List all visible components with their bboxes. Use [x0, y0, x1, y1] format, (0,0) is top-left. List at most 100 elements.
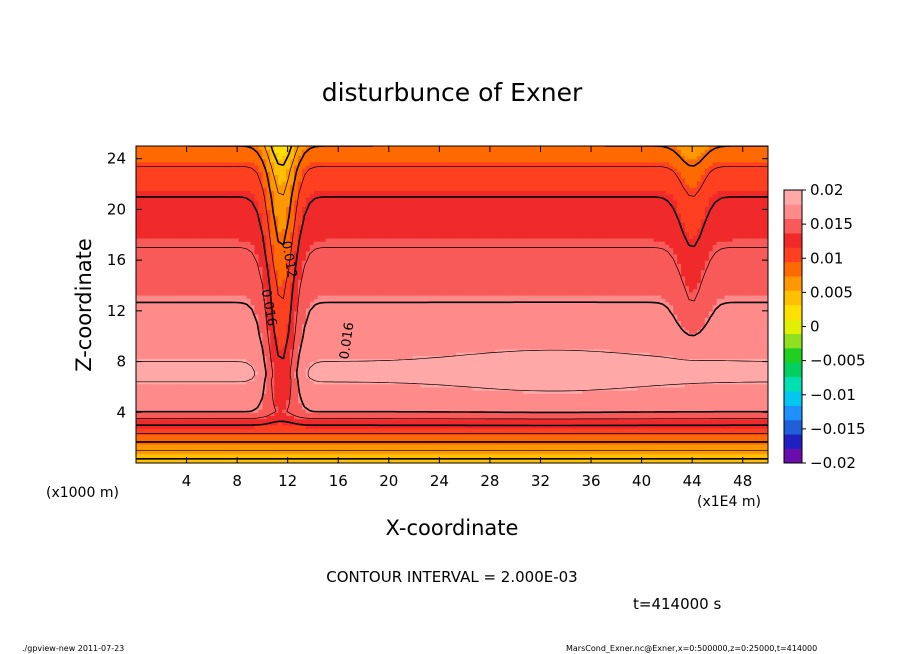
heatmap-cell: [301, 450, 307, 455]
heatmap-cell: [376, 450, 382, 455]
heatmap-cell: [538, 443, 544, 448]
heatmap-cell: [692, 453, 698, 458]
heatmap-cell: [159, 390, 165, 394]
heatmap-cell: [325, 415, 331, 420]
heatmap-cell: [728, 399, 734, 404]
heatmap-cell: [278, 421, 283, 426]
heatmap-cell: [408, 453, 414, 458]
heatmap-cell: [491, 424, 497, 429]
heatmap-cell: [570, 459, 576, 463]
heatmap-cell: [685, 386, 690, 391]
heatmap-cell: [519, 415, 524, 420]
heatmap-cell: [163, 421, 169, 426]
heatmap-cell: [546, 453, 552, 458]
heatmap-cell: [629, 377, 635, 382]
heatmap-cell: [408, 399, 414, 404]
heatmap-cell: [151, 399, 157, 404]
heatmap-cell: [424, 450, 429, 455]
heatmap-cell: [199, 393, 204, 398]
heatmap-cell: [649, 450, 655, 455]
heatmap-cell: [594, 364, 599, 369]
heatmap-cell: [542, 390, 548, 394]
heatmap-cell: [507, 396, 512, 401]
heatmap-cell: [558, 364, 564, 369]
heatmap-cell: [495, 450, 500, 455]
heatmap-cell: [602, 450, 607, 455]
heatmap-cell: [147, 396, 153, 401]
heatmap-cell: [139, 447, 145, 451]
heatmap-cell: [151, 453, 157, 458]
heatmap-cell: [440, 390, 445, 394]
heatmap-cell: [455, 450, 461, 455]
heatmap-cell: [163, 393, 169, 398]
heatmap-cell: [507, 364, 512, 369]
heatmap-cell: [167, 437, 173, 442]
heatmap-cell: [392, 386, 398, 391]
heatmap-cell: [716, 443, 722, 448]
heatmap-cell: [376, 402, 382, 407]
heatmap-cell: [369, 434, 374, 439]
heatmap-cell: [653, 371, 658, 375]
heatmap-cell: [720, 437, 726, 442]
heatmap-cell: [760, 402, 765, 407]
heatmap-cell: [534, 393, 540, 398]
heatmap-cell: [463, 424, 469, 429]
heatmap-cell: [582, 393, 587, 398]
heatmap-cell: [724, 393, 730, 398]
heatmap-cell: [669, 402, 674, 407]
heatmap-cell: [527, 443, 532, 448]
heatmap-cell: [428, 450, 433, 455]
heatmap-cell: [467, 409, 473, 413]
heatmap-cell: [487, 434, 493, 439]
heatmap-cell: [487, 443, 493, 448]
heatmap-cell: [471, 367, 477, 372]
heatmap-cell: [629, 374, 635, 379]
heatmap-cell: [400, 447, 406, 451]
heatmap-cell: [290, 393, 295, 398]
heatmap-cell: [744, 453, 749, 458]
heatmap-cell: [594, 412, 599, 417]
heatmap-cell: [756, 418, 761, 423]
heatmap-cell: [594, 418, 599, 423]
heatmap-cell: [653, 450, 658, 455]
heatmap-cell: [297, 428, 303, 432]
heatmap-cell: [677, 396, 682, 401]
heatmap-cell: [191, 361, 196, 366]
heatmap-cell: [499, 399, 504, 404]
heatmap-cell: [349, 393, 354, 398]
heatmap-cell: [262, 453, 267, 458]
heatmap-cell: [428, 415, 433, 420]
heatmap-cell: [309, 450, 315, 455]
heatmap-cell: [183, 450, 188, 455]
heatmap-cell: [728, 453, 734, 458]
heatmap-cell: [534, 374, 540, 379]
heatmap-cell: [641, 453, 647, 458]
heatmap-cell: [242, 453, 248, 458]
heatmap-cell: [657, 412, 662, 417]
heatmap-cell: [677, 409, 682, 413]
heatmap-cell: [147, 418, 153, 423]
heatmap-cell: [440, 421, 445, 426]
heatmap-cell: [681, 371, 686, 375]
heatmap-cell: [570, 380, 576, 385]
heatmap-cell: [700, 390, 706, 394]
heatmap-cell: [278, 409, 283, 413]
heatmap-cell: [736, 367, 741, 372]
heatmap-cell: [724, 364, 730, 369]
heatmap-cell: [357, 374, 362, 379]
heatmap-cell: [286, 415, 291, 420]
heatmap-cell: [495, 412, 500, 417]
heatmap-cell: [700, 415, 706, 420]
heatmap-cell: [455, 447, 461, 451]
heatmap-cell: [420, 374, 425, 379]
heatmap-cell: [270, 418, 275, 423]
heatmap-cell: [487, 399, 493, 404]
heatmap-cell: [455, 367, 461, 372]
heatmap-cell: [495, 380, 500, 385]
heatmap-cell: [459, 371, 465, 375]
heatmap-cell: [570, 415, 576, 420]
heatmap-cell: [313, 443, 319, 448]
heatmap-cell: [764, 386, 768, 391]
heatmap-cell: [286, 428, 291, 432]
heatmap-cell: [388, 424, 394, 429]
